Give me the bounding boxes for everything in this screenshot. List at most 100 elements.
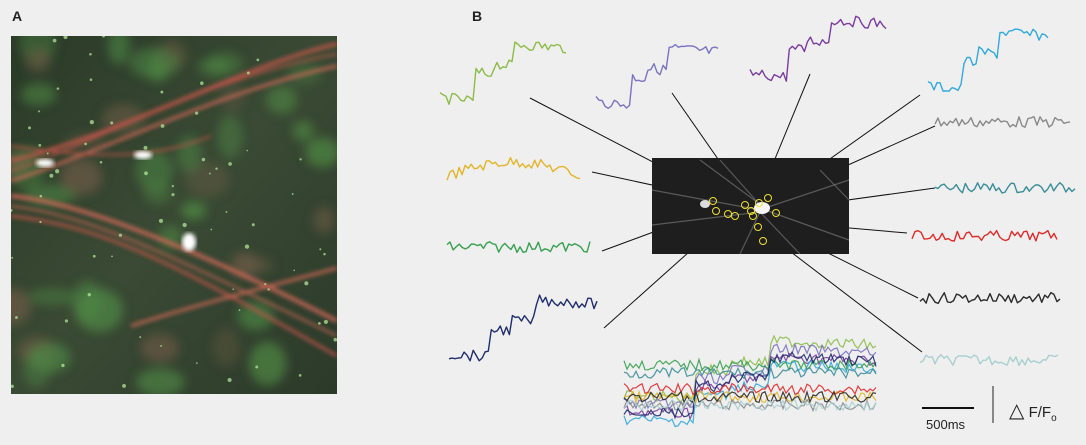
overlay-trace-teal: [623, 366, 877, 380]
connector-line: [769, 235, 923, 353]
fluorescent-dot: [55, 169, 60, 174]
ratio-subscript: o: [1051, 413, 1057, 424]
fluorescent-dot: [323, 252, 326, 256]
dendrite-process: [699, 159, 766, 209]
fluorescent-dot: [293, 269, 296, 272]
roi-marker: [724, 210, 732, 218]
cell-body: [197, 57, 231, 77]
cell-body: [180, 201, 207, 220]
axon-fiber: [11, 42, 337, 163]
fluorescent-dot: [304, 281, 309, 286]
fluorescent-dot: [143, 145, 148, 150]
micrograph-image: [11, 36, 337, 394]
axon-fiber: [11, 205, 337, 337]
soma-highlight: [700, 200, 710, 208]
fluorescent-dot: [195, 111, 199, 115]
fluorescent-dot: [256, 58, 260, 62]
fluorescent-dot: [46, 152, 49, 155]
trace-yellow: [446, 156, 581, 181]
trace-red: [911, 229, 1058, 242]
fluorescent-dot: [171, 193, 175, 197]
fluorescent-dot: [264, 283, 267, 286]
dendrite-process: [651, 211, 761, 226]
fluorescent-dot: [246, 71, 250, 75]
axon-fiber: [11, 64, 337, 183]
axon-fiber: [130, 266, 337, 328]
soma-highlight: [754, 202, 770, 214]
roi-marker: [731, 212, 739, 220]
panel-a-label: A: [12, 8, 23, 24]
axon-fiber: [11, 194, 337, 323]
fluorescent-dot: [61, 363, 65, 368]
micrograph-svg: [11, 36, 337, 394]
fluorescent-dot: [63, 36, 68, 40]
cell-body: [217, 114, 243, 159]
fluorescent-dot: [87, 292, 91, 297]
trace-green: [446, 241, 591, 254]
fluorescent-dot: [291, 193, 294, 195]
overlay-trace-red: [623, 382, 877, 396]
fluorescent-dot: [84, 142, 87, 146]
dendrite-image: [651, 158, 850, 255]
cell-body: [136, 368, 185, 394]
fluorescent-dot: [38, 143, 42, 147]
fluorescent-dot: [182, 222, 187, 228]
roi-marker: [712, 207, 720, 215]
fluorescent-dot: [318, 321, 321, 325]
trace-gray: [934, 115, 1071, 128]
fluorescent-dot: [89, 78, 93, 81]
fluorescent-dot: [228, 162, 232, 166]
fluorescent-dot: [52, 38, 57, 43]
dendrite-process: [719, 159, 761, 206]
fluorescent-dot: [110, 121, 114, 125]
fluorescent-dot: [267, 288, 270, 291]
ratio-label: F/F: [1028, 404, 1052, 421]
cell-body: [237, 301, 274, 331]
overlay-trace-green: [623, 357, 877, 372]
roi-marker: [741, 201, 749, 209]
delta-symbol: △: [1009, 400, 1025, 422]
axon-fiber: [11, 214, 337, 358]
fluorescent-dot: [298, 374, 302, 377]
cell-body: [25, 48, 51, 73]
roi-marker: [764, 194, 772, 202]
fluorescent-dot: [227, 377, 232, 383]
fluorescent-dot: [144, 171, 148, 176]
fluorescent-dot: [208, 172, 211, 175]
cell-body: [140, 333, 180, 363]
fluorescent-dot: [139, 336, 142, 338]
cell-body: [72, 280, 102, 322]
cell-body: [305, 137, 337, 168]
fluorescent-dot: [225, 210, 228, 213]
fluorescent-dot: [15, 316, 18, 319]
fluorescent-dot: [56, 87, 60, 90]
trace-black: [919, 291, 1061, 304]
fluorescent-dot: [160, 90, 164, 94]
fluorescent-dot: [255, 365, 259, 369]
fluorescent-dot: [246, 149, 249, 152]
dendrite-process: [759, 211, 801, 255]
cell-body: [185, 162, 230, 197]
fluorescent-dot: [11, 256, 14, 259]
trace-green-light: [439, 41, 567, 105]
cell-body: [29, 342, 71, 373]
fluorescent-dot: [102, 36, 105, 38]
fluorescent-dot: [160, 344, 163, 347]
cell-body: [135, 150, 173, 192]
fluorescent-dot: [299, 158, 302, 161]
fluorescent-dot: [28, 126, 32, 130]
roi-marker: [709, 197, 717, 205]
cell-body: [60, 158, 103, 196]
trace-light-blue: [919, 354, 1059, 366]
fluorescent-dot: [49, 173, 54, 178]
fluorescent-dot: [210, 228, 213, 231]
roi-marker: [747, 207, 755, 215]
fluorescent-dot: [244, 244, 250, 249]
fluorescent-dot: [89, 119, 94, 125]
fluorescent-dot: [99, 161, 103, 164]
cell-body: [292, 120, 314, 141]
cell-body: [20, 82, 57, 106]
cell-body: [11, 288, 31, 326]
fluorescent-dot: [122, 383, 127, 388]
fluorescent-dot: [11, 384, 14, 388]
